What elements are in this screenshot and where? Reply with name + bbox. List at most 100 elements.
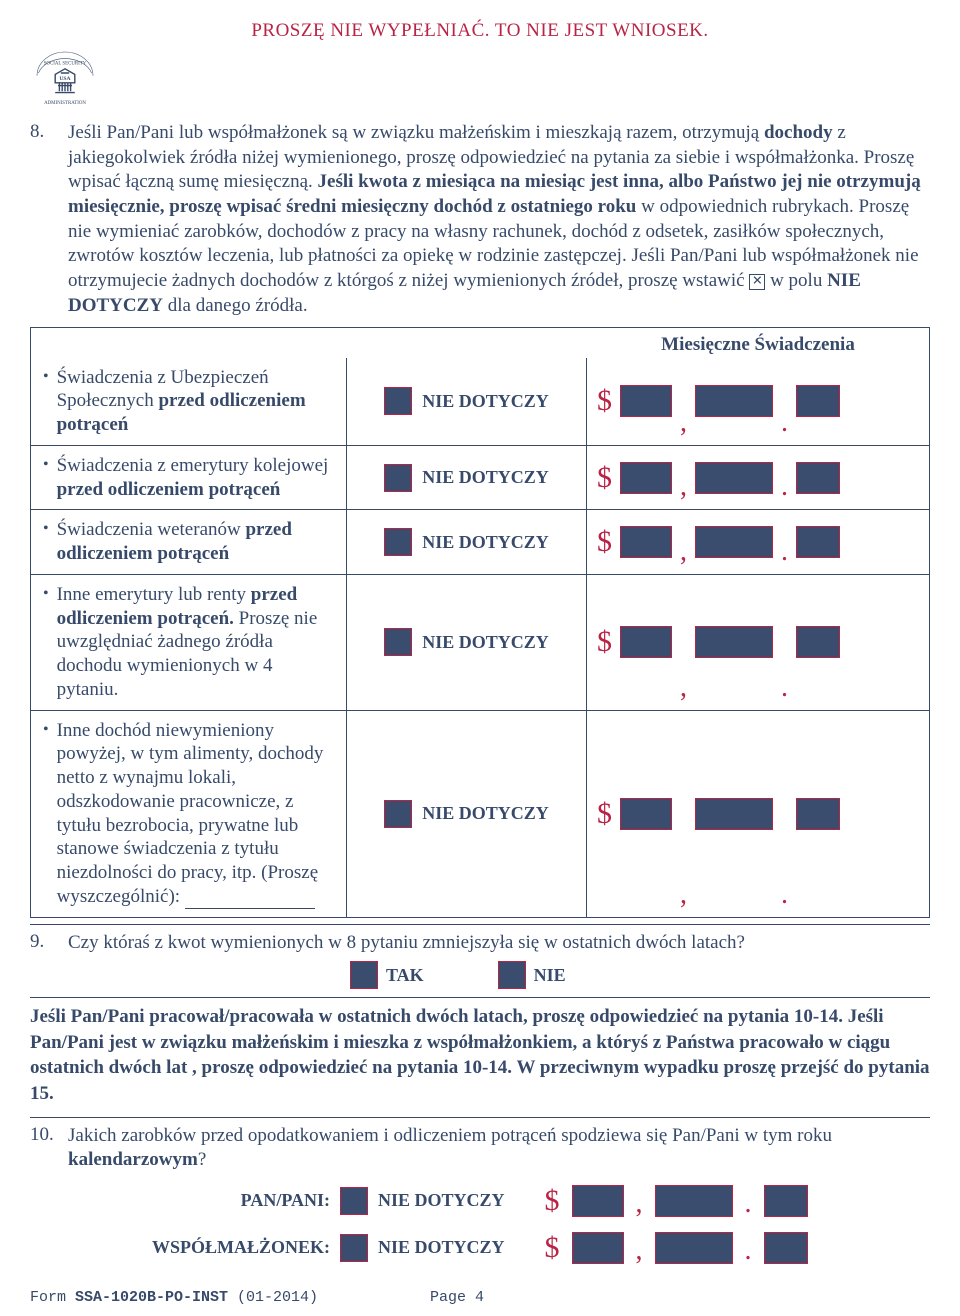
amount-input-3[interactable] (796, 626, 840, 658)
row5-nd: NIE DOTYCZY (347, 711, 587, 917)
row5-a: Inne dochód niewymieniony powyżej, w tym… (57, 720, 324, 907)
amount-input-2[interactable] (695, 626, 773, 658)
ssa-logo: SOCIAL SECURITY USA ADMINISTRATION (30, 50, 930, 115)
specify-line[interactable] (185, 908, 315, 909)
amount-input-1[interactable] (620, 526, 672, 558)
warning-banner: PROSZĘ NIE WYPEŁNIAĆ. TO NIE JEST WNIOSE… (30, 20, 930, 42)
amount-input-3[interactable] (796, 798, 840, 830)
svg-text:USA: USA (59, 76, 70, 82)
row3-amount: $ , . (587, 510, 929, 574)
row5-desc: •Inne dochód niewymieniony powyżej, w ty… (31, 711, 347, 917)
nd-label: NIE DOTYCZY (378, 1189, 505, 1212)
row2-nd: NIE DOTYCZY (347, 446, 587, 510)
q10-spouse-row: WSPÓŁMAŁŻONEK: NIE DOTYCZY $ , . (30, 1228, 930, 1267)
nd-checkbox[interactable] (384, 528, 412, 556)
table-row: •Świadczenia weteranów przed odliczeniem… (31, 509, 929, 574)
amount-input-3[interactable] (764, 1232, 808, 1264)
dollar-sign: $ (597, 797, 612, 831)
row1-nd: NIE DOTYCZY (347, 358, 587, 445)
footer-formno: SSA-1020B-PO-INST (75, 1289, 228, 1306)
amount-input-1[interactable] (620, 385, 672, 417)
no-checkbox[interactable] (498, 961, 526, 989)
q9-options: TAK NIE (350, 961, 930, 989)
nd-label: NIE DOTYCZY (422, 803, 549, 824)
q10-text-b: kalendarzowym (68, 1149, 198, 1170)
table-row: •Inne emerytury lub renty przed odliczen… (31, 574, 929, 710)
nd-checkbox[interactable] (340, 1187, 368, 1215)
q8-text: Jeśli Pan/Pani lub współmałżonek są w zw… (68, 122, 764, 143)
svg-text:SOCIAL SECURITY: SOCIAL SECURITY (44, 62, 87, 67)
question-8: 8. Jeśli Pan/Pani lub współmałżonek są w… (30, 121, 930, 319)
q10-body: Jakich zarobków przed opodatkowaniem i o… (68, 1124, 930, 1275)
amount-input-1[interactable] (620, 462, 672, 494)
no-label: NIE (534, 965, 566, 986)
divider (30, 1117, 930, 1118)
yes-label: TAK (386, 965, 424, 986)
amount-input-2[interactable] (655, 1185, 733, 1217)
table-header: Miesięczne Świadczenia (587, 328, 929, 358)
row2-a: Świadczenia z emerytury kolejowej (57, 455, 329, 476)
q10-text-c: ? (198, 1149, 206, 1170)
row4-amount: $ , . (587, 575, 929, 710)
nd-checkbox[interactable] (384, 464, 412, 492)
question-10: 10. Jakich zarobków przed opodatkowaniem… (30, 1124, 930, 1275)
row4-nd: NIE DOTYCZY (347, 575, 587, 710)
amount-input-3[interactable] (796, 526, 840, 558)
divider (30, 924, 930, 925)
nd-label: NIE DOTYCZY (422, 467, 549, 488)
dollar-sign: $ (597, 461, 612, 495)
dollar-sign: $ (545, 1228, 560, 1267)
nd-checkbox[interactable] (384, 628, 412, 656)
amount-input-3[interactable] (764, 1185, 808, 1217)
q8-text5: dla danego źródła. (163, 295, 308, 316)
q8-bold-dochody: dochody (764, 122, 833, 143)
q10-you-row: PAN/PANI: NIE DOTYCZY $ , . (30, 1181, 930, 1220)
amount-input-1[interactable] (572, 1232, 624, 1264)
q8-text4: w polu (765, 270, 827, 291)
footer-form: Form (30, 1289, 75, 1306)
amount-input-3[interactable] (796, 462, 840, 494)
footer-page: Page 4 (430, 1289, 484, 1306)
benefits-table: Miesięczne Świadczenia •Świadczenia z Ub… (30, 327, 930, 918)
amount-input-2[interactable] (695, 462, 773, 494)
dollar-sign: $ (597, 384, 612, 418)
row4-desc: •Inne emerytury lub renty przed odliczen… (31, 575, 347, 710)
amount-input-1[interactable] (620, 626, 672, 658)
row5-amount: $ , . (587, 711, 929, 917)
amount-input-2[interactable] (655, 1232, 733, 1264)
amount-input-3[interactable] (796, 385, 840, 417)
row2-amount: $ , . (587, 446, 929, 510)
row3-desc: •Świadczenia weteranów przed odliczeniem… (31, 510, 347, 574)
q8-body: Jeśli Pan/Pani lub współmałżonek są w zw… (68, 121, 930, 319)
q10-spouse-label: WSPÓŁMAŁŻONEK: (30, 1236, 330, 1259)
nd-checkbox[interactable] (340, 1234, 368, 1262)
table-row: •Inne dochód niewymieniony powyżej, w ty… (31, 710, 929, 917)
dollar-sign: $ (597, 625, 612, 659)
amount-input-1[interactable] (620, 798, 672, 830)
amount-input-2[interactable] (695, 526, 773, 558)
q9-number: 9. (30, 931, 54, 956)
divider (30, 997, 930, 998)
amount-input-2[interactable] (695, 798, 773, 830)
section-instructions: Jeśli Pan/Pani pracował/pracowała w osta… (30, 1004, 930, 1107)
table-row: •Świadczenia z Ubezpieczeń Społecznych p… (31, 358, 929, 445)
q9-text: Czy któraś z kwot wymienionych w 8 pytan… (68, 931, 745, 956)
amount-input-1[interactable] (572, 1185, 624, 1217)
q10-text-a: Jakich zarobków przed opodatkowaniem i o… (68, 1125, 832, 1146)
row3-nd: NIE DOTYCZY (347, 510, 587, 574)
q8-number: 8. (30, 121, 54, 319)
nd-label: NIE DOTYCZY (422, 532, 549, 553)
row1-desc: •Świadczenia z Ubezpieczeń Społecznych p… (31, 358, 347, 445)
row1-amount: $ , . (587, 358, 929, 445)
dollar-sign: $ (597, 525, 612, 559)
row2-desc: •Świadczenia z emerytury kolejowej przed… (31, 446, 347, 510)
nd-checkbox[interactable] (384, 800, 412, 828)
amount-input-2[interactable] (695, 385, 773, 417)
nd-checkbox[interactable] (384, 387, 412, 415)
yes-checkbox[interactable] (350, 961, 378, 989)
dollar-sign: $ (545, 1181, 560, 1220)
row4-a: Inne emerytury lub renty (57, 584, 251, 605)
footer-rev: (01-2014) (228, 1289, 318, 1306)
table-row: •Świadczenia z emerytury kolejowej przed… (31, 445, 929, 510)
x-checkbox-icon (749, 274, 765, 290)
